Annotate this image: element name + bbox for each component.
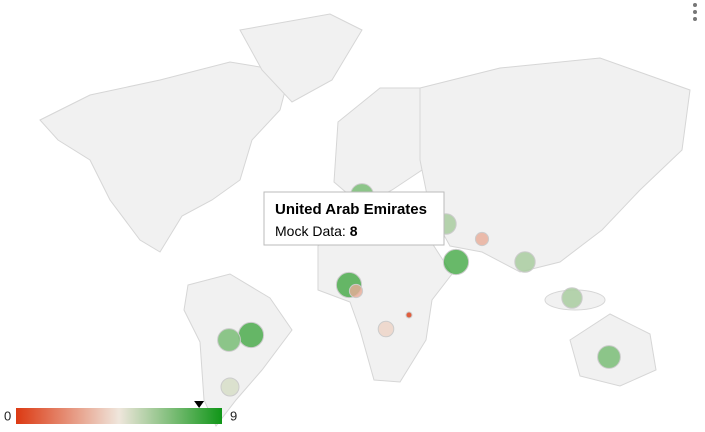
marker[interactable] <box>597 345 621 369</box>
menu-button[interactable] <box>693 3 697 21</box>
land <box>239 13 363 103</box>
legend-gradient <box>16 408 222 424</box>
tooltip-title: United Arab Emirates <box>275 201 427 218</box>
tooltip-value: 8 <box>350 223 358 239</box>
marker[interactable] <box>474 231 490 247</box>
tooltip-label: Mock Data: <box>275 223 346 239</box>
legend-pointer <box>194 401 205 408</box>
marker[interactable] <box>220 377 240 397</box>
land <box>183 273 293 427</box>
legend-min: 0 <box>4 408 11 423</box>
marker[interactable] <box>442 248 470 276</box>
menu-dot[interactable] <box>693 10 697 14</box>
tooltip-row: Mock Data: 8 <box>275 223 358 239</box>
land <box>39 61 291 253</box>
marker[interactable] <box>217 328 241 352</box>
marker[interactable] <box>514 251 536 273</box>
marker[interactable] <box>348 283 364 299</box>
marker[interactable] <box>377 320 395 338</box>
legend-max: 9 <box>230 408 237 423</box>
menu-dot[interactable] <box>693 3 697 7</box>
tooltip-box <box>263 191 445 246</box>
marker[interactable] <box>561 287 583 309</box>
land <box>419 57 691 273</box>
marker[interactable] <box>237 321 265 349</box>
menu-dot[interactable] <box>693 17 697 21</box>
tooltip: United Arab Emirates Mock Data: 8 <box>263 191 445 246</box>
color-legend: 0 9 <box>4 401 237 424</box>
marker[interactable] <box>405 311 413 319</box>
